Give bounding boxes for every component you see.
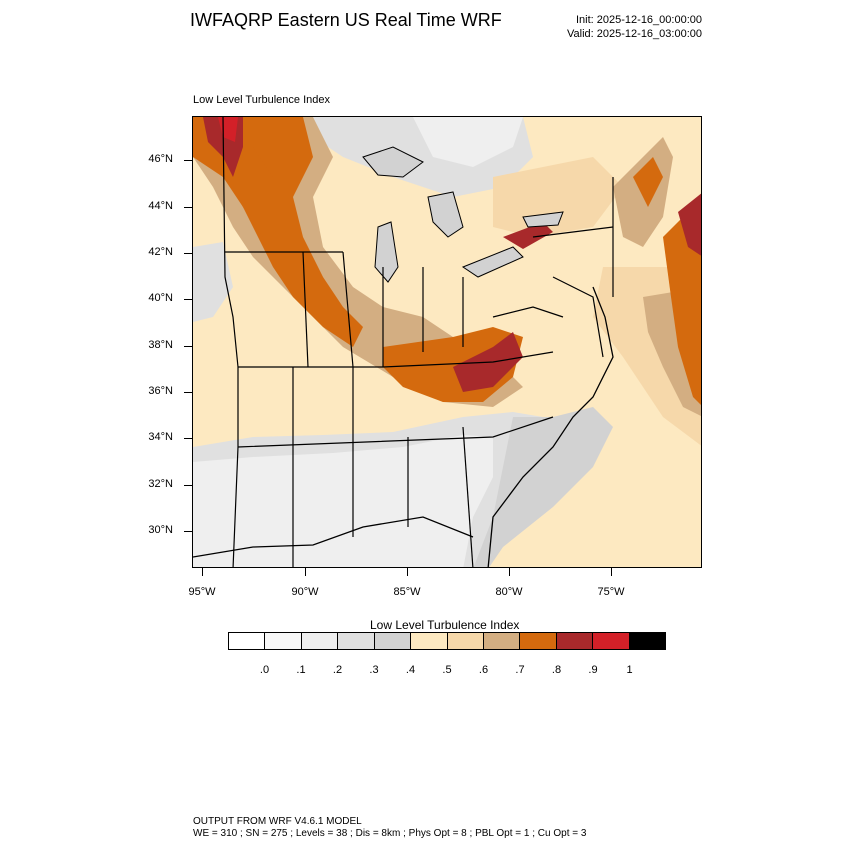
field-erie-red — [503, 222, 553, 249]
lat-tick — [184, 392, 192, 393]
east-coastline — [487, 286, 614, 567]
colorbar-box — [593, 633, 630, 649]
footer-settings: WE = 310 ; SN = 275 ; Levels = 38 ; Dis … — [193, 828, 587, 839]
field-ocean-red — [678, 193, 701, 256]
lat-label-34: 34°N — [148, 431, 173, 443]
colorbar-tick-label: .2 — [332, 664, 343, 676]
lat-label-30: 30°N — [148, 524, 173, 536]
lat-label-42: 42°N — [148, 246, 173, 258]
colorbar — [228, 632, 666, 650]
lat-label-38: 38°N — [148, 339, 173, 351]
colorbar-tick-label: .5 — [442, 664, 452, 676]
field-canada-lightgrey — [413, 117, 523, 167]
lat-tick — [184, 160, 192, 161]
colorbar-box — [265, 633, 302, 649]
lat-tick — [184, 438, 192, 439]
lat-label-36: 36°N — [148, 385, 173, 397]
lon-tick — [202, 568, 203, 576]
colorbar-tick-label: .9 — [588, 664, 598, 676]
state-borders — [222, 117, 614, 567]
colorbar-box — [483, 633, 521, 649]
lat-tick — [184, 346, 192, 347]
field-coastal-grey — [473, 407, 613, 567]
colorbar-tick-label: .0 — [259, 664, 270, 676]
plot-label: Low Level Turbulence Index — [193, 94, 330, 106]
lake-ontario — [522, 211, 564, 228]
valid-time: Valid: 2025-12-16_03:00:00 — [567, 28, 702, 40]
gulf-coastline — [193, 516, 474, 558]
lake-erie — [461, 246, 524, 278]
lat-label-44: 44°N — [148, 200, 173, 212]
colorbar-tick-label: 1 — [626, 664, 633, 676]
lon-label-90: 90°W — [291, 586, 319, 598]
lon-tick — [305, 568, 306, 576]
colorbar-box — [411, 633, 448, 649]
map-title: IWFAQRP Eastern US Real Time WRF — [190, 10, 502, 30]
lake-michigan — [374, 221, 399, 283]
field-ocean-orange — [663, 199, 701, 405]
lat-tick — [184, 485, 192, 486]
lake-huron — [427, 191, 464, 238]
colorbar-box — [520, 633, 557, 649]
lon-label-85: 85°W — [393, 586, 421, 598]
colorbar-box — [629, 633, 666, 649]
field-west-grey — [193, 242, 233, 322]
colorbar-tick-label: .4 — [405, 664, 416, 676]
colorbar-box — [447, 633, 484, 649]
footer-model: OUTPUT FROM WRF V4.6.1 MODEL — [193, 816, 362, 827]
colorbar-tick-label: .1 — [296, 664, 306, 676]
lat-label-46: 46°N — [148, 153, 173, 165]
colorbar-tick-label: .6 — [478, 664, 489, 676]
colorbar-box — [229, 633, 266, 649]
colorbar-box — [338, 633, 375, 649]
lon-tick — [509, 568, 510, 576]
colorbar-tick-label: .3 — [369, 664, 379, 676]
lat-tick — [184, 253, 192, 254]
lat-tick — [184, 531, 192, 532]
lat-tick — [184, 299, 192, 300]
lat-tick — [184, 207, 192, 208]
colorbar-title: Low Level Turbulence Index — [370, 618, 520, 632]
init-time: Init: 2025-12-16_00:00:00 — [576, 14, 702, 26]
lat-label-40: 40°N — [148, 292, 173, 304]
field-newengland-orange — [633, 157, 663, 207]
colorbar-box — [374, 633, 412, 649]
lon-label-75: 75°W — [597, 586, 625, 598]
lat-label-32: 32°N — [148, 478, 173, 490]
lon-tick — [611, 568, 612, 576]
colorbar-box — [556, 633, 594, 649]
field-south-lightgrey — [193, 435, 493, 567]
lake-superior — [362, 146, 424, 178]
map-panel — [192, 116, 702, 568]
turbulence-map — [193, 117, 701, 567]
colorbar-tick-label: .8 — [551, 664, 562, 676]
lon-label-80: 80°W — [495, 586, 523, 598]
lon-label-95: 95°W — [188, 586, 216, 598]
lon-tick — [407, 568, 408, 576]
colorbar-box — [301, 633, 339, 649]
colorbar-tick-label: .7 — [515, 664, 525, 676]
